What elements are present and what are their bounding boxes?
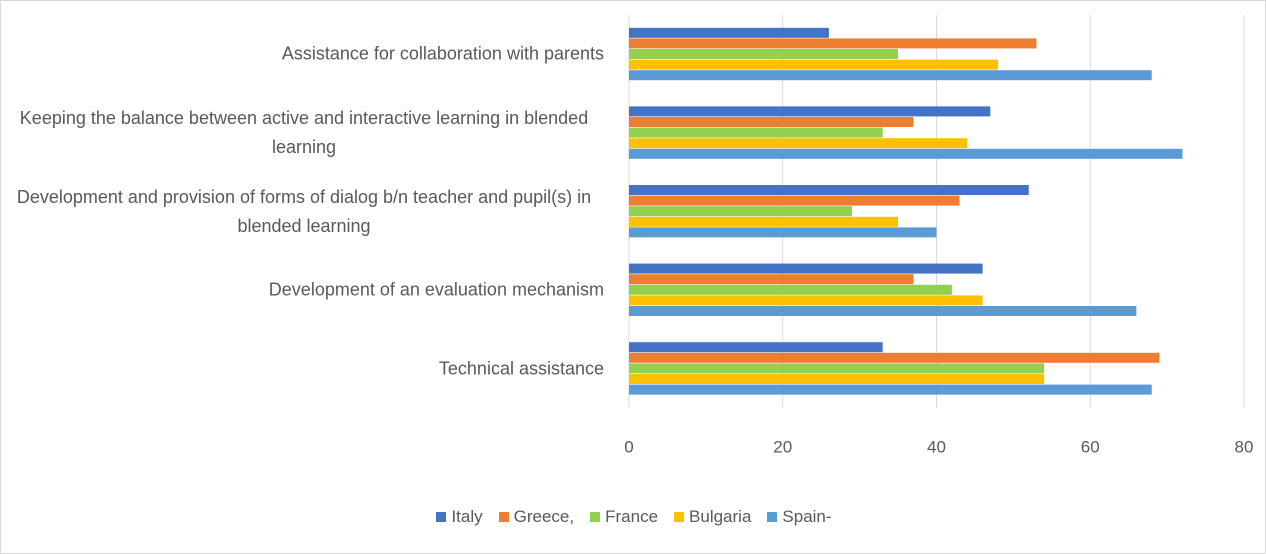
- x-tick-label: 60: [1081, 437, 1100, 456]
- bar: [629, 342, 883, 353]
- category-label: Development and provision of forms of di…: [16, 186, 592, 236]
- legend-label: Bulgaria: [689, 507, 752, 526]
- bar: [629, 206, 852, 217]
- legend-item: Greece,: [498, 507, 575, 527]
- x-tick-label: 40: [927, 437, 946, 456]
- bar: [629, 352, 1160, 363]
- legend-item: Italy: [436, 507, 483, 527]
- legend-label: Italy: [451, 507, 483, 526]
- category-label: Assistance for collaboration with parent…: [281, 43, 604, 64]
- bar: [629, 263, 983, 274]
- bar: [629, 59, 998, 70]
- legend-item: France: [590, 507, 658, 527]
- bar: [629, 227, 937, 238]
- legend-item: Bulgaria: [674, 507, 751, 527]
- bar: [629, 374, 1045, 384]
- bar: [629, 306, 1137, 316]
- legend-label: France: [605, 507, 659, 526]
- bar: [629, 195, 960, 206]
- legend-swatch: [674, 512, 685, 522]
- legend-item: Spain-: [767, 507, 832, 527]
- bar: [629, 185, 1029, 195]
- bar: [629, 27, 829, 38]
- category-label: Keeping the balance between active and i…: [19, 107, 589, 157]
- bar: [629, 138, 968, 149]
- x-tick-label: 0: [624, 437, 633, 456]
- bar: [629, 274, 914, 285]
- bar: [629, 38, 1037, 49]
- category-label: Development of an evaluation mechanism: [268, 279, 604, 300]
- bar: [629, 70, 1152, 81]
- bar: [629, 106, 991, 117]
- bar: [629, 117, 914, 127]
- bar: [629, 49, 899, 59]
- x-tick-label: 80: [1235, 437, 1254, 456]
- bar: [629, 127, 883, 138]
- x-tick-label: 20: [773, 437, 792, 456]
- legend: Italy Greece, France Bulgaria Spain-: [1, 507, 1265, 527]
- legend-swatch: [498, 512, 509, 522]
- legend-label: Spain-: [782, 507, 832, 526]
- legend-swatch: [590, 512, 601, 522]
- bar: [629, 284, 952, 295]
- legend-label: Greece,: [513, 507, 575, 526]
- category-label: Technical assistance: [438, 358, 604, 379]
- bar: [629, 363, 1045, 374]
- bar: [629, 384, 1152, 395]
- bar: [629, 295, 983, 306]
- bar: [629, 216, 899, 227]
- bar: [629, 148, 1183, 159]
- legend-swatch: [436, 512, 447, 522]
- legend-swatch: [767, 512, 778, 522]
